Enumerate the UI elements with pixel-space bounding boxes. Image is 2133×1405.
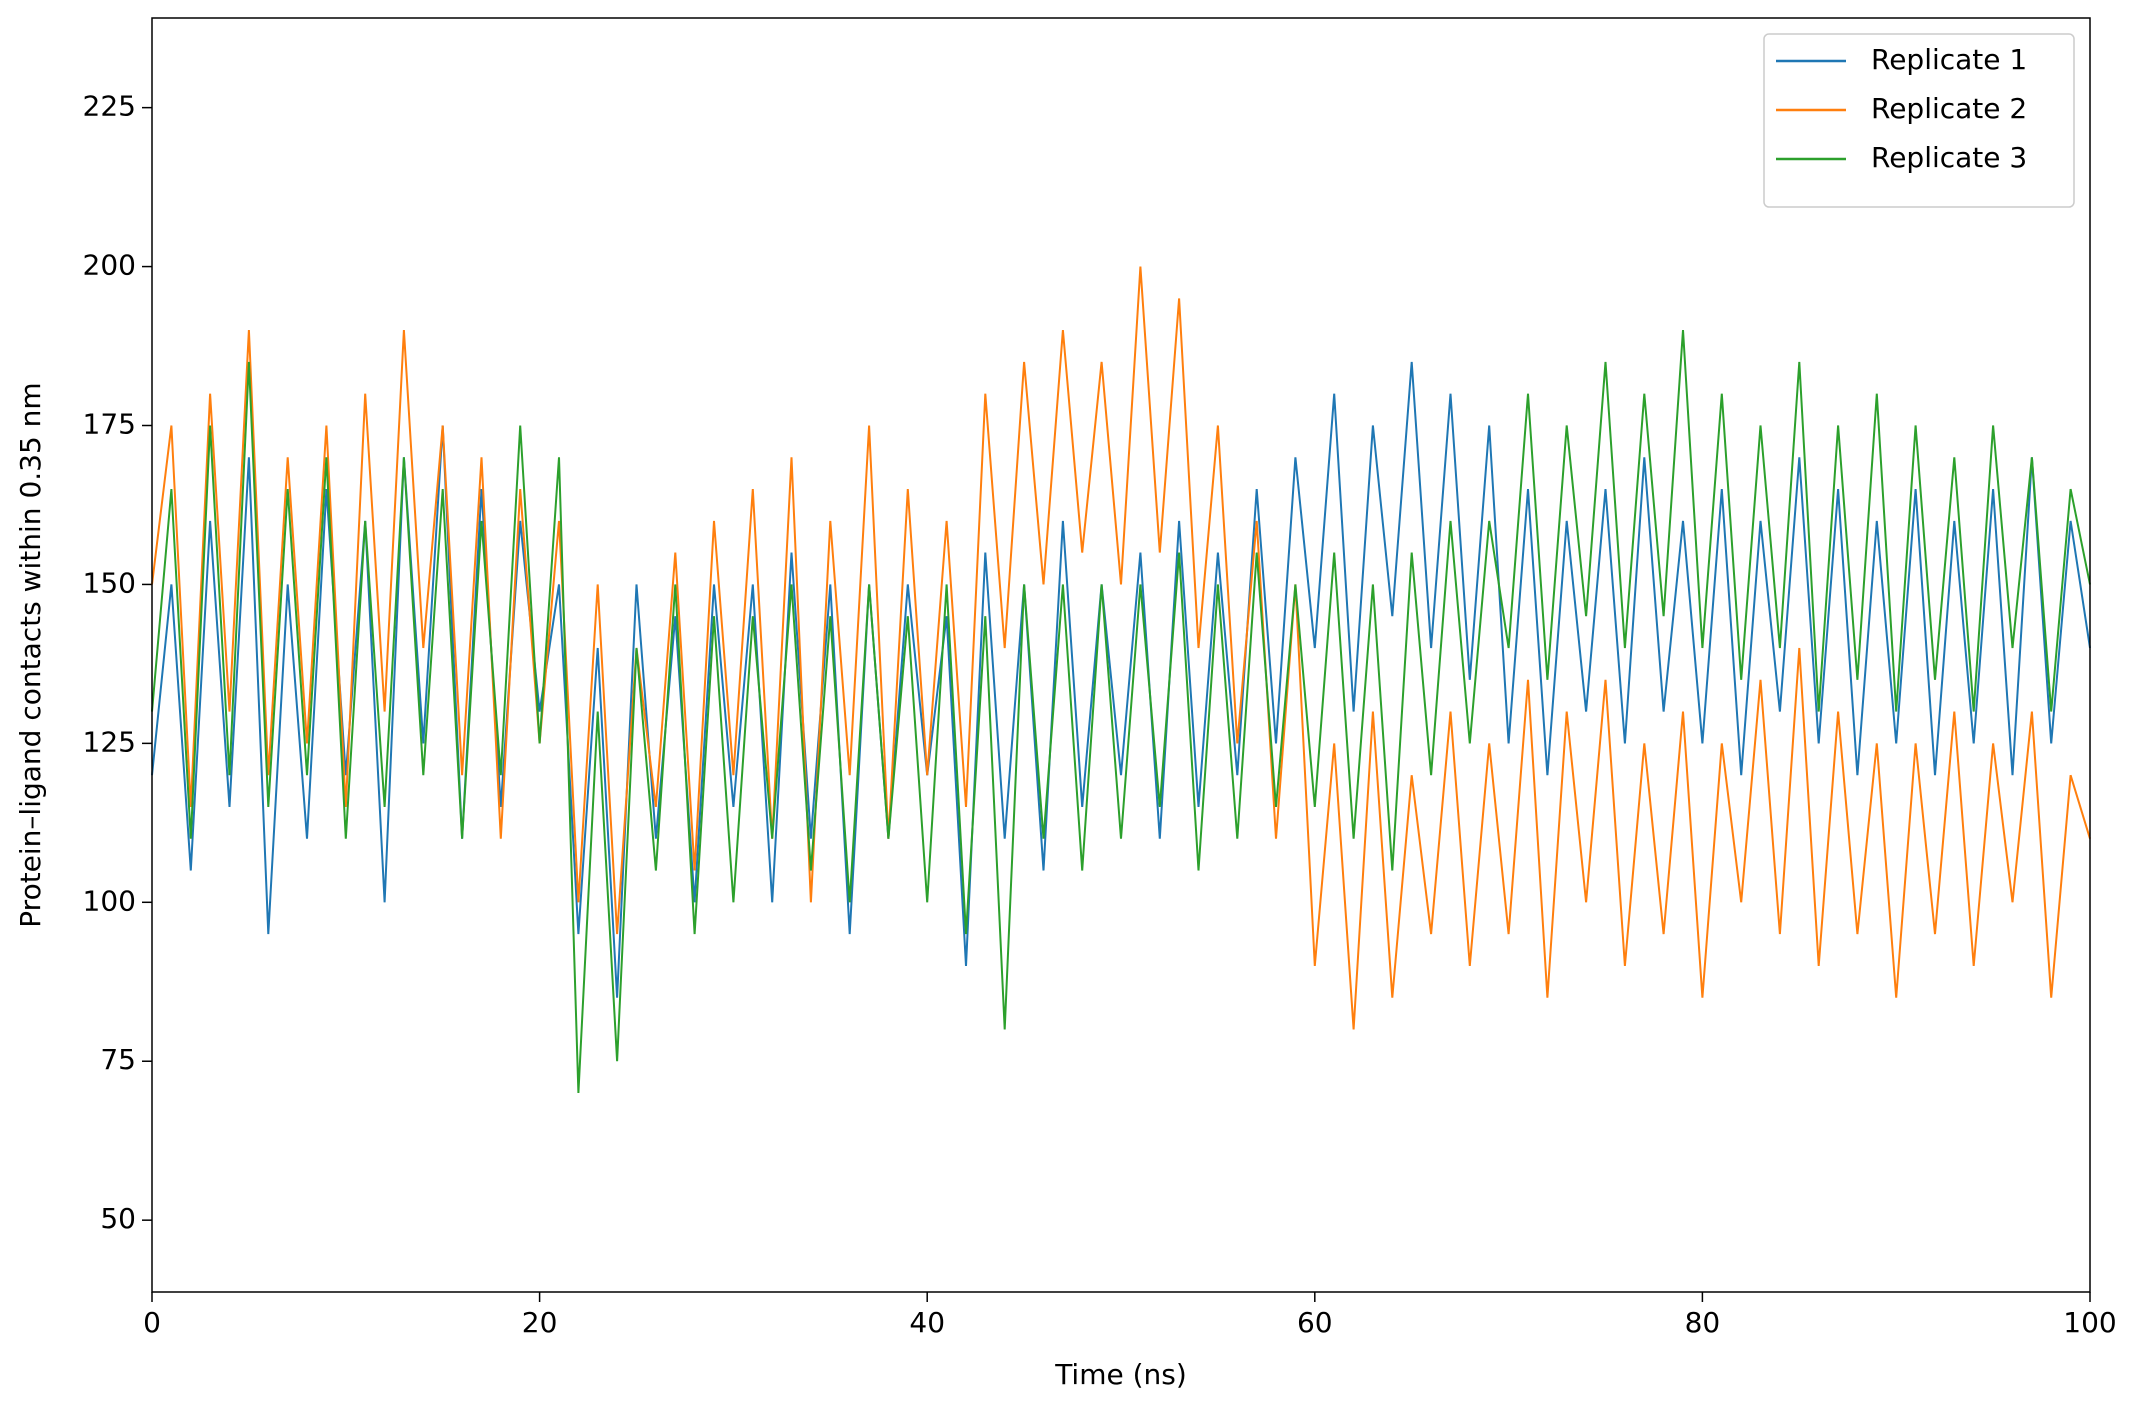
x-tick-label: 80 bbox=[1685, 1306, 1721, 1339]
legend-label: Replicate 1 bbox=[1871, 43, 2027, 76]
x-tick-label: 0 bbox=[143, 1306, 161, 1339]
series-line bbox=[151, 330, 2091, 1094]
x-tick-label: 40 bbox=[909, 1306, 945, 1339]
y-tick-label: 50 bbox=[100, 1202, 136, 1235]
legend-box bbox=[1763, 33, 2075, 208]
y-tick-label: 125 bbox=[83, 725, 136, 758]
x-axis-label: Time (ns) bbox=[1054, 1358, 1187, 1391]
y-tick-label: 100 bbox=[83, 884, 136, 917]
y-axis-label: Protein–ligand contacts within 0.35 nm bbox=[14, 382, 47, 927]
legend-label: Replicate 2 bbox=[1871, 92, 2027, 125]
x-tick-label: 100 bbox=[2063, 1306, 2116, 1339]
series-line bbox=[151, 361, 2091, 998]
y-tick-label: 75 bbox=[100, 1043, 136, 1076]
x-tick-label: 20 bbox=[522, 1306, 558, 1339]
x-tick-label: 60 bbox=[1297, 1306, 1333, 1339]
y-tick-label: 175 bbox=[83, 408, 136, 441]
plot-frame bbox=[151, 17, 2091, 1293]
legend-label: Replicate 3 bbox=[1871, 141, 2027, 174]
y-tick-label: 225 bbox=[83, 90, 136, 123]
series-line bbox=[151, 266, 2091, 1030]
y-tick-label: 150 bbox=[83, 566, 136, 599]
y-tick-label: 200 bbox=[83, 249, 136, 282]
